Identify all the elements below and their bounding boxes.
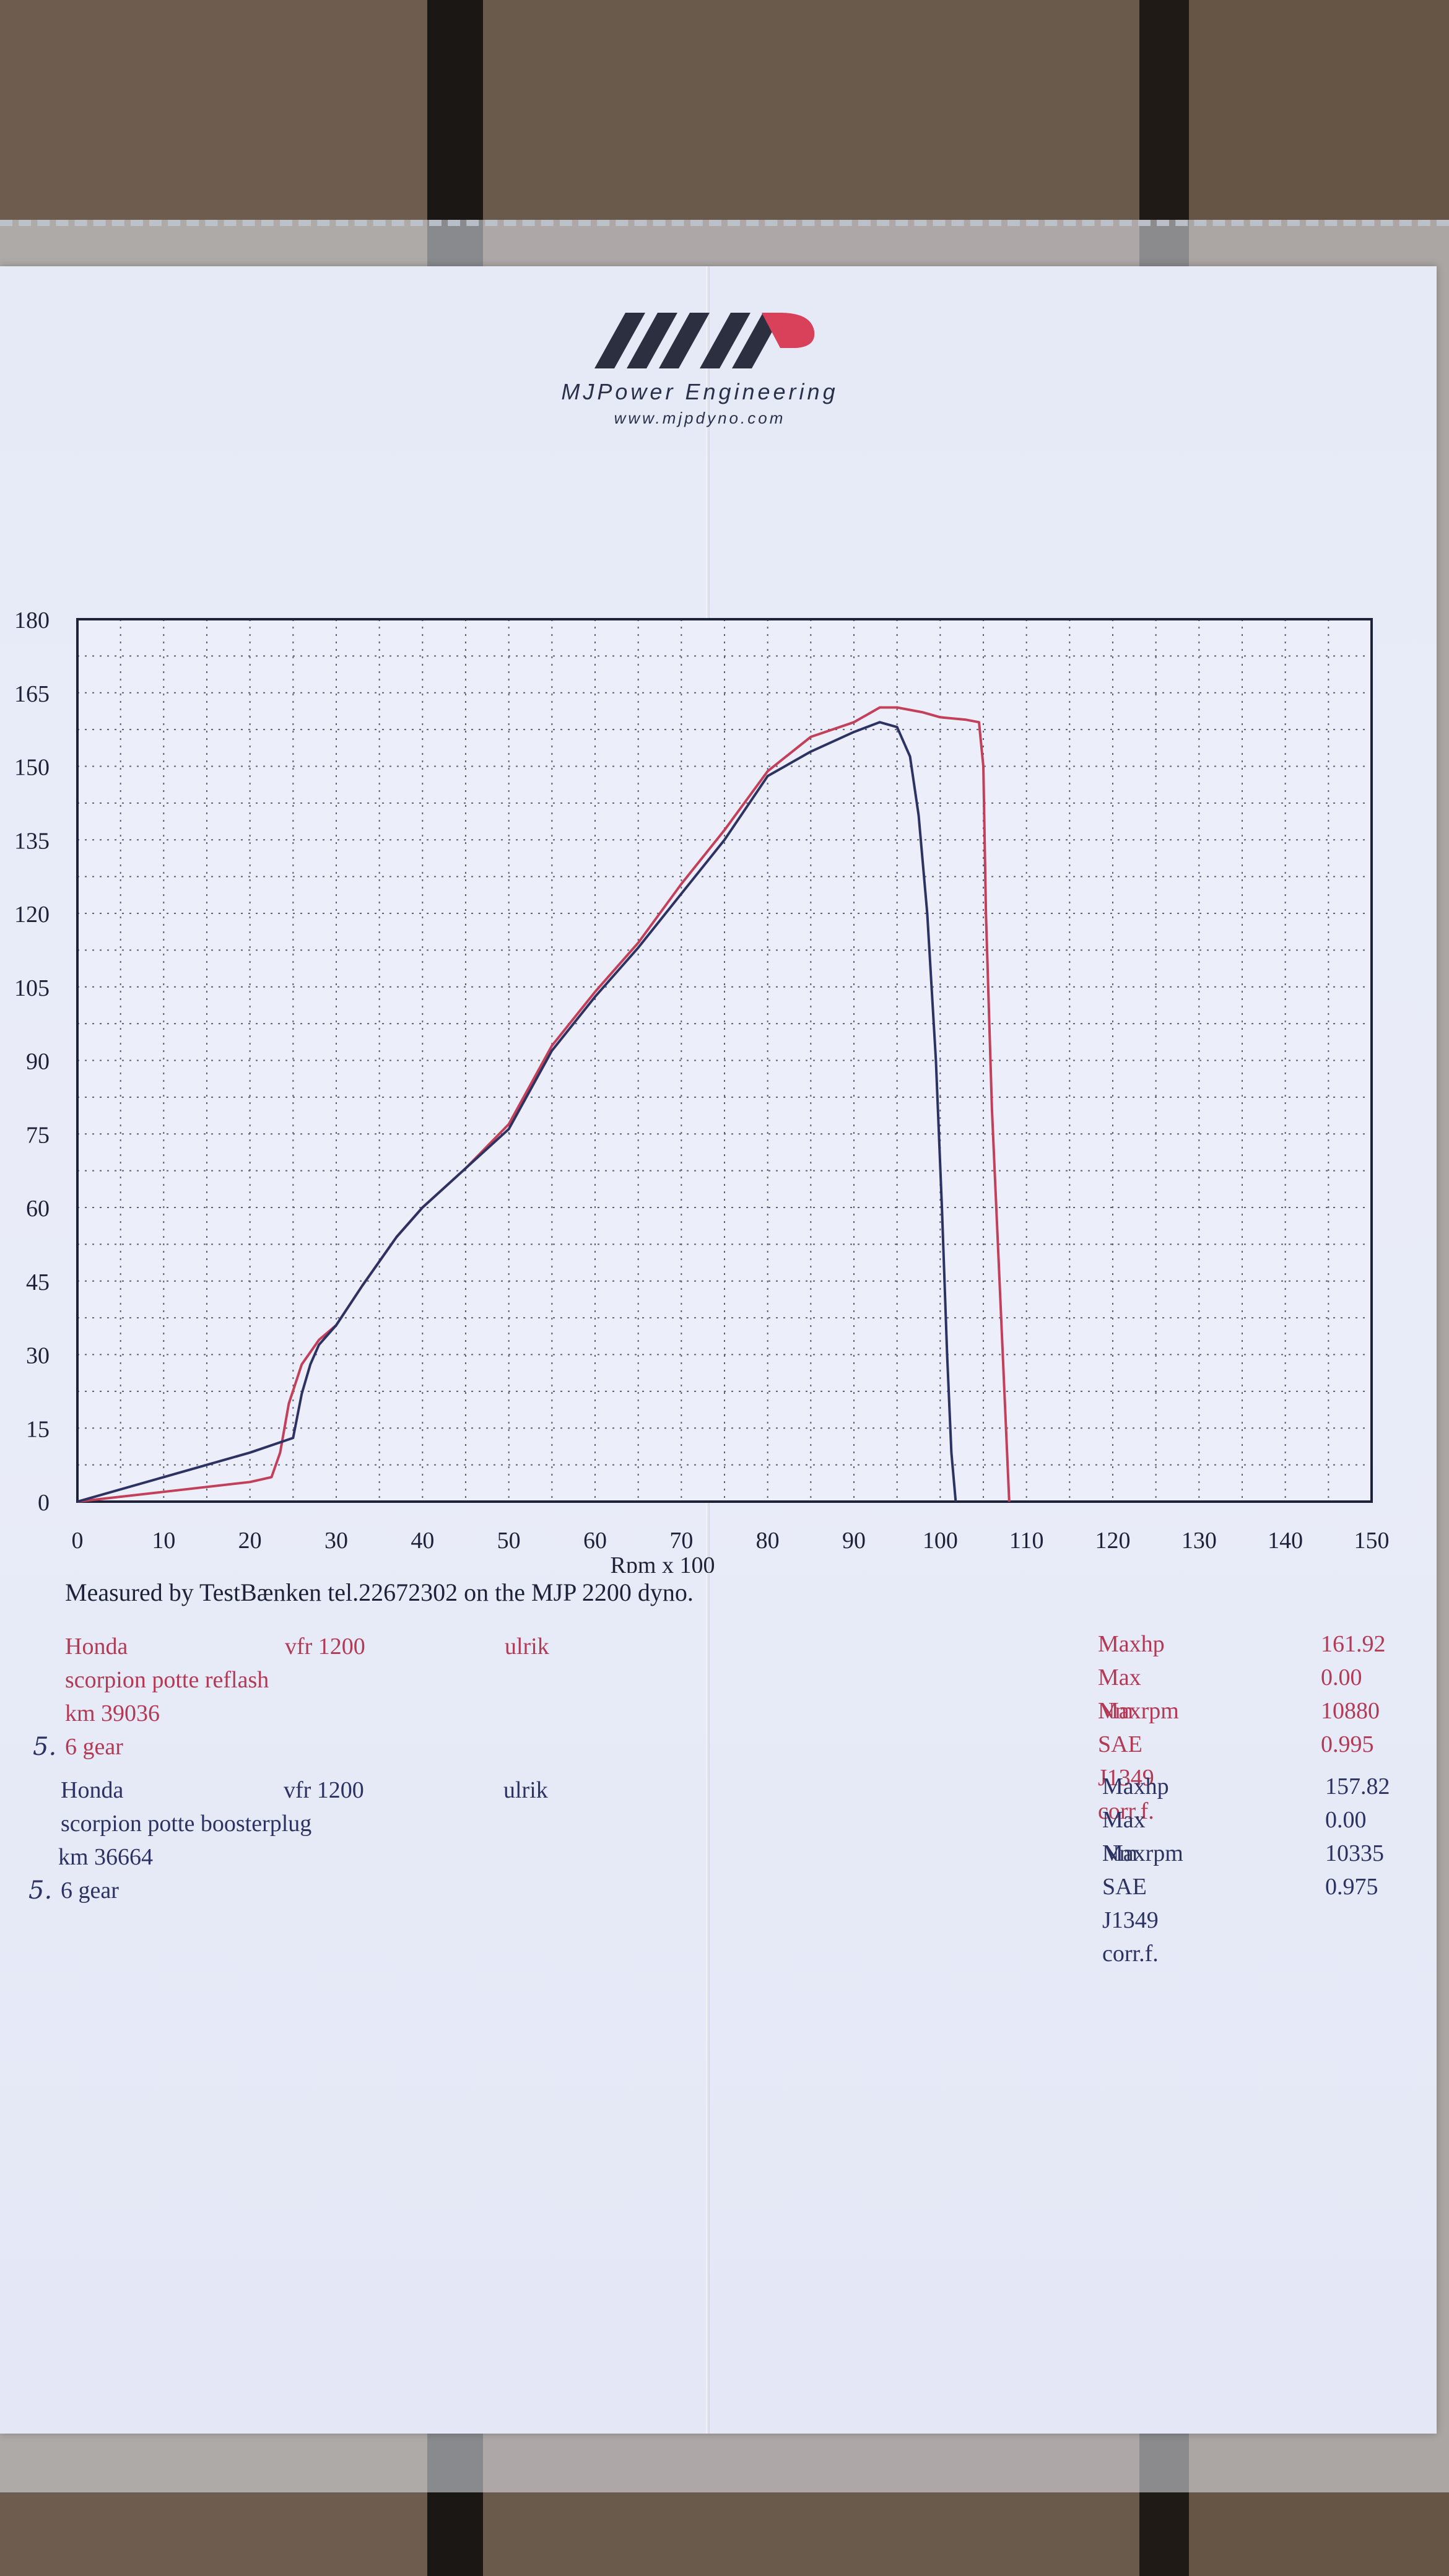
measurement-note: Measured by TestBænken tel.22672302 on t… [65, 1578, 694, 1606]
x-tick-label: 130 [1181, 1528, 1217, 1554]
plot-frame [76, 618, 1373, 1503]
run-model: vfr 1200 [285, 1634, 365, 1660]
stat-value: 157.82 [1325, 1773, 1390, 1799]
stat-label: SAE J1349 corr.f. [1102, 1874, 1159, 1967]
run-gear-mark: 5. [28, 1876, 53, 1905]
y-tick-label: 135 [14, 828, 50, 854]
run-setup: scorpion potte reflash [65, 1667, 269, 1693]
series-line-1 [77, 706, 1011, 1503]
y-tick-label: 0 [38, 1490, 50, 1516]
x-tick-label: 50 [497, 1528, 521, 1554]
mjp-logo [594, 313, 815, 368]
y-tick-label: 30 [26, 1343, 50, 1369]
run-gear: 6 gear [65, 1734, 123, 1760]
x-tick-label: 70 [669, 1528, 693, 1554]
run-stats-2: Maxhp 157.82 Max Nm 0.00 Maxrpm 10335 SAE J… [1102, 1770, 1424, 1967]
x-axis-label: Rpm x 100 [611, 1552, 715, 1573]
x-tick-label: 40 [411, 1528, 434, 1554]
run-details-2: Honda vfr 1200 ulrik scorpion potte boos… [28, 1773, 680, 1916]
x-tick-label: 90 [842, 1528, 866, 1554]
stat-value: 10335 [1325, 1840, 1384, 1866]
stat-value: 0.995 [1321, 1731, 1374, 1757]
stat-label: Maxhp [1102, 1773, 1169, 1799]
stat-label: Maxrpm [1098, 1698, 1179, 1724]
series-line-2 [77, 721, 957, 1503]
stat-label: Maxhp [1098, 1631, 1165, 1657]
x-tick-label: 0 [72, 1528, 84, 1554]
run-rider: ulrik [503, 1777, 548, 1803]
x-tick-label: 140 [1268, 1528, 1303, 1554]
run-setup: scorpion potte boosterplug [61, 1811, 312, 1837]
y-tick-label: 45 [26, 1269, 50, 1295]
x-tick-label: 60 [583, 1528, 607, 1554]
stat-value: 0.00 [1321, 1664, 1362, 1690]
stat-label: SAE J1349 corr.f. [1098, 1731, 1154, 1824]
stat-value: 0.00 [1325, 1807, 1367, 1833]
y-tick-label: 180 [14, 607, 50, 633]
dyno-chart: 0 15 30 45 60 75 90 105 120 135 150 165 180 0 10 20 30 40… [14, 607, 1390, 1573]
company-name: MJPower Engineering [561, 379, 838, 404]
run-stats-1: Maxhp 161.92 Max Nm 0.00 Maxrpm 10880 SAE J… [1098, 1627, 1420, 1824]
y-tick-label: 60 [26, 1196, 50, 1222]
run-model: vfr 1200 [284, 1777, 364, 1803]
run-odometer: km 36664 [58, 1844, 154, 1870]
y-tick-label: 90 [26, 1049, 50, 1075]
x-tick-label: 150 [1354, 1528, 1390, 1554]
stat-value: 161.92 [1321, 1631, 1386, 1657]
run-gear-mark: 5. [33, 1733, 57, 1761]
run-odometer: km 39036 [65, 1700, 160, 1726]
run-details-1: Honda vfr 1200 ulrik scorpion potte refl… [33, 1630, 684, 1772]
run-make: Honda [61, 1777, 124, 1803]
x-tick-label: 110 [1009, 1528, 1044, 1554]
x-tick-label: 30 [324, 1528, 348, 1554]
y-tick-label: 120 [14, 902, 50, 928]
run-gear: 6 gear [61, 1878, 119, 1904]
x-tick-label: 120 [1095, 1528, 1131, 1554]
company-website: www.mjpdyno.com [614, 409, 786, 427]
y-tick-label: 165 [14, 681, 50, 707]
stat-label: Max Nm [1102, 1807, 1146, 1866]
stat-value: 10880 [1321, 1698, 1380, 1724]
stat-label: Maxrpm [1102, 1840, 1183, 1866]
run-rider: ulrik [505, 1634, 549, 1660]
x-tick-label: 80 [756, 1528, 780, 1554]
stat-label: Max Nm [1098, 1664, 1141, 1724]
y-tick-label: 105 [14, 975, 50, 1001]
x-tick-label: 20 [238, 1528, 262, 1554]
y-tick-label: 15 [26, 1416, 50, 1442]
stat-value: 0.975 [1325, 1874, 1378, 1900]
x-tick-label: 10 [152, 1528, 175, 1554]
run-make: Honda [65, 1634, 128, 1660]
y-tick-label: 75 [26, 1122, 50, 1148]
x-tick-label: 100 [923, 1528, 958, 1554]
y-tick-label: 150 [14, 755, 50, 781]
